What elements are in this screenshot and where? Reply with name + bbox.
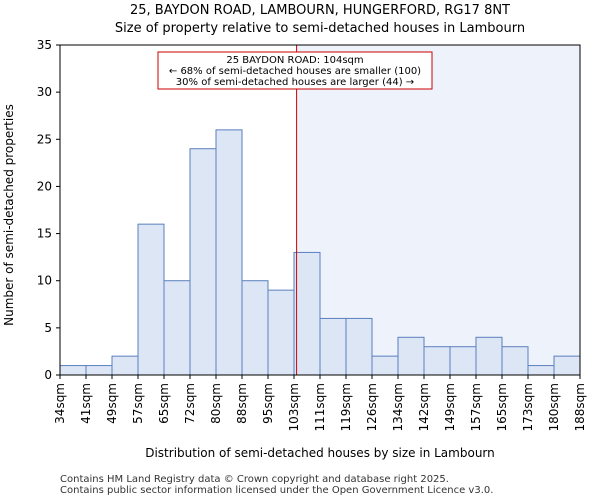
chart-subtitle: Size of property relative to semi-detach… [115, 21, 525, 36]
y-axis-ticks: 0 5 10 15 20 25 30 35 [37, 38, 60, 382]
bar-173sqm [527, 365, 555, 376]
x-tick-label: 149sqm [443, 383, 457, 431]
bar-57sqm [137, 223, 165, 376]
annotation-frame [157, 51, 433, 90]
y-tick-label: 10 [37, 274, 52, 288]
x-tick-label: 111sqm [313, 383, 327, 431]
bar-149sqm [449, 346, 477, 376]
bar-180sqm [553, 355, 581, 376]
bar-103sqm [293, 251, 321, 376]
x-tick-label: 49sqm [105, 383, 119, 424]
annotation-smaller: ← 68% of semi-detached houses are smalle… [169, 66, 421, 77]
bar-41sqm [85, 365, 113, 376]
annotation-title: 25 BAYDON ROAD: 104sqm [226, 55, 363, 66]
y-tick-label: 0 [44, 368, 52, 382]
bar-142sqm [423, 346, 451, 376]
annotation-box: 25 BAYDON ROAD: 104sqm ← 68% of semi-det… [157, 51, 433, 90]
x-tick-label: 103sqm [287, 383, 301, 431]
footer-copyright: Contains HM Land Registry data © Crown c… [60, 474, 449, 485]
bar-111sqm [319, 317, 347, 376]
x-tick-label: 180sqm [547, 383, 561, 431]
bar-34sqm [59, 365, 87, 376]
y-tick-label: 35 [37, 38, 52, 52]
y-axis-label: Number of semi-detached properties [2, 104, 16, 326]
x-axis-ticks: 34sqm 41sqm 49sqm 57sqm 65sqm 72sqm 80sqm 88sqm… [53, 375, 587, 431]
annotation-larger: 30% of semi-detached houses are larger (… [176, 77, 414, 88]
bar-80sqm [215, 129, 243, 376]
y-tick-label: 20 [37, 179, 52, 193]
bar-119sqm [345, 317, 373, 376]
y-tick-label: 5 [44, 321, 52, 335]
x-tick-label: 134sqm [391, 383, 405, 431]
bar-72sqm [189, 148, 217, 376]
x-tick-label: 142sqm [417, 383, 431, 431]
y-tick-label: 25 [37, 132, 52, 146]
x-tick-label: 80sqm [209, 383, 223, 424]
footer-licence: Contains public sector information licen… [60, 485, 494, 496]
x-tick-label: 57sqm [131, 383, 145, 424]
bar-88sqm [241, 280, 269, 376]
x-tick-label: 41sqm [79, 383, 93, 424]
x-tick-label: 119sqm [339, 383, 353, 431]
bar-134sqm [397, 336, 425, 376]
x-tick-label: 165sqm [495, 383, 509, 431]
bar-126sqm [371, 355, 399, 376]
bar-49sqm [111, 355, 139, 376]
bar-165sqm [501, 346, 529, 376]
bars [59, 129, 581, 376]
x-tick-label: 65sqm [157, 383, 171, 424]
bar-157sqm [475, 336, 503, 376]
x-tick-label: 188sqm [573, 383, 587, 431]
x-axis-label: Distribution of semi-detached houses by … [145, 446, 495, 460]
y-tick-label: 15 [37, 227, 52, 241]
bar-65sqm [163, 280, 191, 376]
bar-95sqm [267, 289, 295, 376]
x-tick-label: 126sqm [365, 383, 379, 431]
x-tick-label: 173sqm [521, 383, 535, 431]
x-tick-label: 95sqm [261, 383, 275, 424]
x-tick-label: 34sqm [53, 383, 67, 424]
y-tick-label: 30 [37, 85, 52, 99]
x-tick-label: 72sqm [183, 383, 197, 424]
x-tick-label: 157sqm [469, 383, 483, 431]
x-tick-label: 88sqm [235, 383, 249, 424]
chart-title: 25, BAYDON ROAD, LAMBOURN, HUNGERFORD, R… [130, 3, 510, 18]
